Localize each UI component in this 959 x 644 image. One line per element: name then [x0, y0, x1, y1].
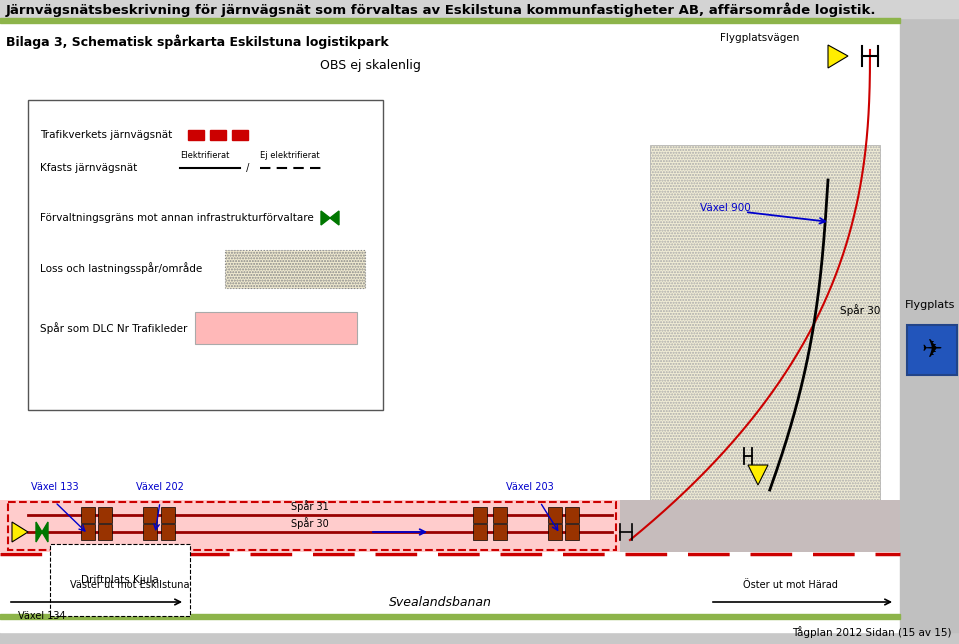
- Text: Växel 133: Växel 133: [32, 482, 79, 492]
- Bar: [81, 524, 95, 540]
- Text: Bilaga 3, Schematisk spårkarta Eskilstuna logistikpark: Bilaga 3, Schematisk spårkarta Eskilstun…: [6, 35, 388, 50]
- Text: Växel 202: Växel 202: [136, 482, 184, 492]
- Bar: [81, 507, 95, 523]
- Bar: [493, 524, 507, 540]
- Text: Spår 31: Spår 31: [292, 500, 329, 512]
- Bar: [473, 524, 487, 540]
- Bar: [161, 507, 175, 523]
- Bar: [232, 130, 248, 140]
- Text: Spår som DLC Nr Trafikleder: Spår som DLC Nr Trafikleder: [40, 322, 187, 334]
- Bar: [161, 524, 175, 540]
- Text: Växel 203: Växel 203: [506, 482, 554, 492]
- Bar: [650, 145, 880, 535]
- Text: Öster ut mot Härad: Öster ut mot Härad: [742, 580, 837, 590]
- Bar: [98, 507, 112, 523]
- Text: Järnvägsnätsbeskrivning för järnvägsnät som förvaltas av Eskilstuna kommunfastig: Järnvägsnätsbeskrivning för järnvägsnät …: [6, 3, 877, 17]
- Text: Spår 30: Spår 30: [292, 517, 329, 529]
- Bar: [907, 325, 957, 375]
- Bar: [565, 507, 579, 523]
- Text: Förvaltningsgräns mot annan infrastrukturförvaltare: Förvaltningsgräns mot annan infrastruktu…: [40, 213, 314, 223]
- Bar: [620, 500, 900, 552]
- Bar: [28, 100, 383, 410]
- Bar: [565, 524, 579, 540]
- Text: ✈: ✈: [922, 338, 943, 362]
- Polygon shape: [12, 522, 28, 542]
- Text: Ej elektrifierat: Ej elektrifierat: [260, 151, 319, 160]
- Bar: [493, 507, 507, 523]
- Bar: [0, 18, 900, 23]
- Bar: [98, 524, 112, 540]
- Bar: [548, 507, 562, 523]
- Text: Elektrifierat: Elektrifierat: [180, 151, 229, 160]
- Text: Driftplats Kjula: Driftplats Kjula: [82, 575, 159, 585]
- Bar: [548, 524, 562, 540]
- Text: Växel 134: Växel 134: [18, 611, 66, 621]
- Bar: [473, 507, 487, 523]
- Text: Växel 900: Växel 900: [700, 203, 751, 213]
- Text: OBS ej skalenlig: OBS ej skalenlig: [319, 59, 420, 71]
- Bar: [225, 250, 365, 288]
- Text: Kfasts järnvägsnät: Kfasts järnvägsnät: [40, 163, 137, 173]
- Bar: [0, 0, 959, 18]
- Text: Spår 30: Spår 30: [840, 304, 880, 316]
- Text: /: /: [243, 163, 252, 173]
- Bar: [143, 524, 157, 540]
- Text: Väster ut mot Eskilstuna: Väster ut mot Eskilstuna: [70, 580, 190, 590]
- Bar: [8, 502, 616, 550]
- Text: Trafikverkets järnvägsnät: Trafikverkets järnvägsnät: [40, 130, 173, 140]
- Text: Loss och lastningsspår/område: Loss och lastningsspår/område: [40, 262, 202, 274]
- Text: Svealandsbanan: Svealandsbanan: [388, 596, 491, 609]
- Text: Flygplatsvägen: Flygplatsvägen: [720, 33, 800, 43]
- Polygon shape: [828, 45, 848, 68]
- Bar: [900, 18, 959, 632]
- Text: Tågplan 2012 Sidan (15 av 15): Tågplan 2012 Sidan (15 av 15): [792, 626, 952, 638]
- Text: Flygplats: Flygplats: [904, 300, 955, 310]
- Bar: [188, 130, 204, 140]
- Polygon shape: [321, 211, 339, 225]
- Bar: [210, 130, 226, 140]
- Polygon shape: [36, 522, 48, 542]
- Bar: [0, 614, 900, 619]
- Bar: [143, 507, 157, 523]
- Bar: [0, 500, 900, 552]
- Bar: [195, 312, 357, 344]
- Polygon shape: [748, 465, 768, 485]
